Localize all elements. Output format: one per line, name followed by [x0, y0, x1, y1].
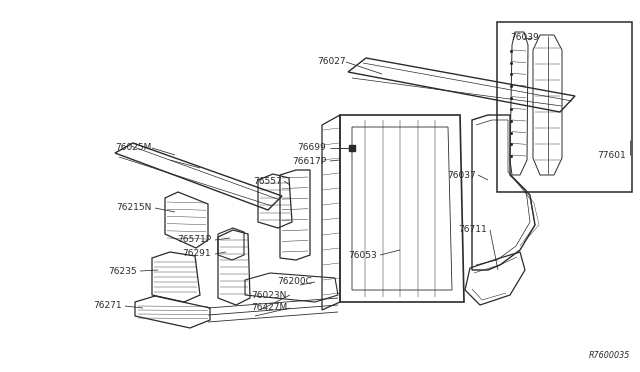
Text: 77601: 77601	[597, 151, 626, 160]
Text: 76039: 76039	[510, 33, 539, 42]
Text: 76617P: 76617P	[292, 157, 326, 166]
Bar	[497, 22, 632, 192]
Text: 76711: 76711	[458, 225, 487, 234]
Text: 76699: 76699	[297, 144, 326, 153]
Text: 76215N: 76215N	[116, 203, 152, 212]
Text: 76557: 76557	[253, 176, 282, 186]
Text: 76025M: 76025M	[116, 144, 152, 153]
Text: 76291: 76291	[182, 250, 211, 259]
Text: 76027: 76027	[317, 58, 346, 67]
Text: 76571P: 76571P	[177, 235, 211, 244]
Text: 76053: 76053	[348, 250, 377, 260]
Text: 76200C: 76200C	[277, 278, 312, 286]
Text: 76235: 76235	[108, 266, 137, 276]
Text: 76427M: 76427M	[251, 304, 287, 312]
Text: R7600035: R7600035	[589, 351, 630, 360]
Text: 76271: 76271	[93, 301, 122, 311]
Text: 76023N: 76023N	[252, 291, 287, 299]
Text: 76037: 76037	[447, 170, 476, 180]
